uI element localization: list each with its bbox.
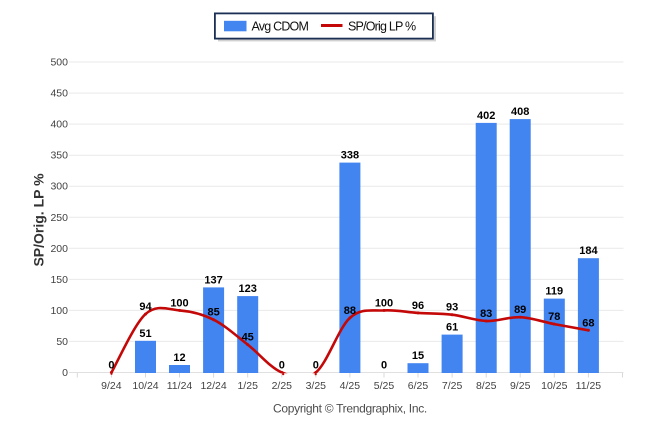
- svg-text:8/25: 8/25: [476, 380, 497, 392]
- svg-text:200: 200: [50, 243, 68, 255]
- svg-text:50: 50: [56, 336, 68, 348]
- svg-text:408: 408: [511, 106, 529, 118]
- svg-text:SP/Orig LP %: SP/Orig LP %: [348, 19, 416, 33]
- svg-text:500: 500: [50, 57, 68, 69]
- svg-text:402: 402: [477, 110, 495, 122]
- svg-text:100: 100: [375, 297, 393, 309]
- svg-text:137: 137: [204, 274, 222, 286]
- svg-text:SP/Orig. LP %: SP/Orig. LP %: [31, 173, 47, 267]
- svg-text:10/24: 10/24: [132, 380, 158, 392]
- svg-text:0: 0: [279, 360, 285, 372]
- svg-text:0: 0: [313, 360, 319, 372]
- svg-text:51: 51: [139, 328, 151, 340]
- svg-text:250: 250: [50, 212, 68, 224]
- svg-text:9/25: 9/25: [510, 380, 531, 392]
- svg-text:119: 119: [545, 286, 563, 298]
- svg-text:4/25: 4/25: [340, 380, 361, 392]
- svg-text:78: 78: [548, 311, 560, 323]
- svg-text:450: 450: [50, 88, 68, 100]
- svg-text:83: 83: [480, 308, 492, 320]
- svg-text:0: 0: [62, 367, 68, 379]
- svg-text:5/25: 5/25: [374, 380, 395, 392]
- svg-text:61: 61: [446, 322, 458, 334]
- svg-text:1/25: 1/25: [237, 380, 258, 392]
- svg-text:7/25: 7/25: [442, 380, 463, 392]
- svg-text:100: 100: [170, 297, 188, 309]
- svg-text:0: 0: [108, 360, 114, 372]
- svg-text:184: 184: [579, 245, 598, 257]
- svg-text:45: 45: [242, 332, 254, 344]
- svg-text:338: 338: [341, 150, 359, 162]
- svg-text:Copyright © Trendgraphix, Inc.: Copyright © Trendgraphix, Inc.: [273, 402, 427, 416]
- svg-text:68: 68: [582, 317, 594, 329]
- svg-text:85: 85: [207, 307, 219, 319]
- svg-text:93: 93: [446, 302, 458, 314]
- svg-text:9/24: 9/24: [101, 380, 122, 392]
- svg-text:0: 0: [381, 360, 387, 372]
- svg-text:2/25: 2/25: [272, 380, 293, 392]
- svg-text:88: 88: [344, 305, 356, 317]
- svg-text:94: 94: [139, 301, 152, 313]
- svg-text:6/25: 6/25: [408, 380, 429, 392]
- svg-text:Avg CDOM: Avg CDOM: [252, 19, 309, 33]
- svg-text:11/24: 11/24: [167, 380, 193, 392]
- svg-text:11/25: 11/25: [576, 380, 602, 392]
- svg-text:3/25: 3/25: [306, 380, 327, 392]
- svg-text:12: 12: [173, 352, 185, 364]
- svg-text:350: 350: [50, 150, 68, 162]
- svg-text:10/25: 10/25: [541, 380, 567, 392]
- svg-text:15: 15: [412, 350, 424, 362]
- svg-text:12/24: 12/24: [200, 380, 226, 392]
- svg-text:100: 100: [50, 305, 68, 317]
- svg-text:400: 400: [50, 119, 68, 131]
- svg-text:123: 123: [239, 283, 257, 295]
- svg-text:300: 300: [50, 181, 68, 193]
- svg-text:150: 150: [50, 274, 68, 286]
- svg-text:96: 96: [412, 300, 424, 312]
- svg-text:89: 89: [514, 304, 526, 316]
